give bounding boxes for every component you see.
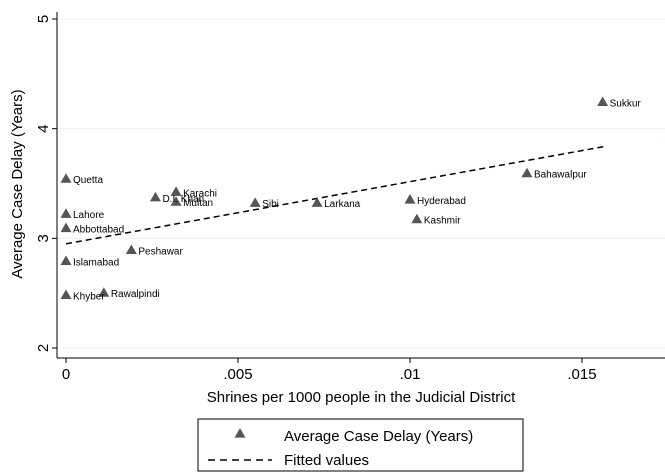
triangle-marker [311, 197, 323, 207]
point-label: Larkana [324, 199, 361, 210]
legend-box [197, 418, 524, 472]
point-label: Peshawar [138, 246, 183, 257]
triangle-marker [149, 191, 161, 202]
triangle-marker [60, 208, 72, 218]
x-axis-ticks: 0 .005 .01 .015 [62, 358, 597, 383]
triangle-marker [60, 289, 72, 299]
triangle-marker [60, 222, 72, 233]
point-label: D.I. Khan [162, 194, 204, 205]
data-points [60, 96, 609, 299]
triangle-marker [411, 213, 423, 224]
legend-label-points: Average Case Delay (Years) [284, 428, 473, 445]
y-axis-label: Average Case Delay (Years) [9, 89, 26, 278]
point-label: Rawalpindi [111, 289, 160, 300]
point-label: Quetta [73, 175, 103, 186]
triangle-marker [521, 167, 533, 178]
triangle-marker [597, 96, 609, 106]
triangle-marker [125, 244, 137, 255]
y-tick-label: 3 [35, 234, 52, 242]
triangle-marker [404, 194, 416, 204]
y-tick-label: 2 [35, 344, 52, 352]
axes [56, 12, 665, 359]
y-axis-ticks: 2 3 4 5 [35, 15, 57, 352]
x-axis-label: Shrines per 1000 people in the Judicial … [207, 389, 516, 406]
fitted-line-layer [65, 145, 607, 245]
point-label: Islamabad [73, 257, 119, 268]
point-label: Hyderabad [417, 196, 466, 207]
triangle-marker [60, 255, 72, 265]
point-label: Sukkur [610, 98, 642, 109]
x-tick-label: .01 [400, 366, 421, 383]
fitted-values-line [65, 145, 607, 245]
y-tick-label: 5 [35, 15, 52, 23]
point-label: Multan [183, 198, 213, 209]
x-tick-label: .015 [567, 366, 596, 383]
point-label: Abbottabad [73, 224, 124, 235]
triangle-marker [60, 173, 72, 183]
triangle-marker [170, 196, 182, 206]
triangle-marker [98, 287, 110, 297]
y-tick-label: 4 [35, 124, 52, 132]
point-label: Bahawalpur [534, 170, 587, 181]
legend-label-fitted: Fitted values [284, 452, 369, 469]
triangle-marker [249, 197, 261, 207]
point-label: Kashmir [424, 216, 461, 227]
point-label: Lahore [73, 210, 105, 221]
point-label: Sibi [262, 199, 279, 210]
point-label: Khyber [73, 291, 105, 302]
legend: Average Case Delay (Years) Fitted values [197, 418, 524, 472]
grid-lines [57, 18, 665, 349]
legend-triangle-marker [234, 428, 246, 438]
point-label: Karachi [183, 188, 217, 199]
point-labels: Quetta Lahore Abbottabad Islamabad Khyber Raw… [73, 98, 641, 302]
triangle-marker [170, 186, 182, 196]
x-tick-label: 0 [62, 366, 70, 383]
x-tick-label: .005 [223, 366, 252, 383]
